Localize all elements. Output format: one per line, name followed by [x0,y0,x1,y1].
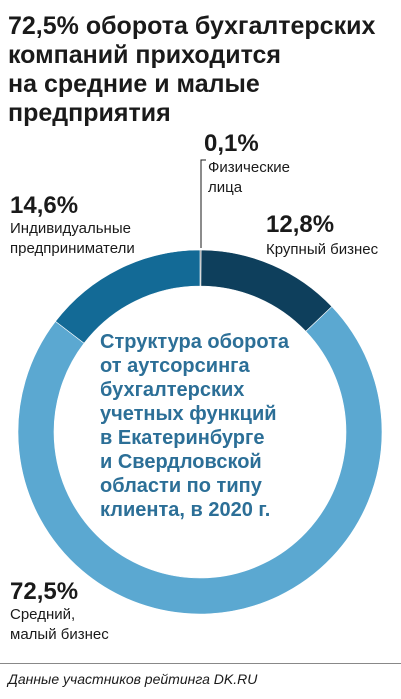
slice-small-medium [17,306,383,615]
title-line: 72,5% оборота бухгалтерских [8,12,376,40]
slice-label-large-business: Крупный бизнес [266,240,378,260]
page-title: 72,5% оборота бухгалтерских компаний при… [8,12,393,128]
chart-caption: Структура оборота от аутсорсинга бухгалт… [100,330,330,522]
slice-label-entrepreneurs: Индивидуальные предприниматели [10,219,135,259]
title-line: на средние и малые [8,70,260,98]
leader-line [200,159,206,248]
slice-label-line: предприниматели [10,240,135,257]
slice-label-line: малый бизнес [10,626,109,643]
caption-line: бухгалтерских [100,379,245,401]
title-line: предприятия [8,99,171,127]
slice-label-line: Крупный бизнес [266,241,379,258]
caption-line: в Екатеринбурге [100,427,265,449]
slice-entrepreneurs [55,249,201,344]
title-line: компаний приходится [8,41,282,69]
caption-line: от аутсорсинга [100,355,250,377]
caption-line: и Свердловской [100,451,262,473]
caption-line: учетных функций [100,403,277,425]
caption-line: области по типу [100,475,262,497]
slice-label-individuals: Физические лица [208,158,290,198]
slice-large-business [200,249,333,332]
slice-label-line: Средний, [10,606,76,623]
slice-value-large-business: 12,8% [266,211,335,238]
caption-line: Структура оборота [100,331,290,353]
slice-value-small-medium: 72,5% [10,578,79,605]
divider [0,663,401,664]
slice-label-small-medium: Средний, малый бизнес [10,605,109,645]
caption-line: клиента, в 2020 г. [100,499,271,521]
slice-value-individuals: 0,1% [204,130,259,157]
slice-label-line: Физические [208,159,290,176]
source-note: Данные участников рейтинга DK.RU [8,671,258,687]
slice-value-entrepreneurs: 14,6% [10,192,79,219]
slice-label-line: лица [208,179,243,196]
slice-label-line: Индивидуальные [10,220,131,237]
